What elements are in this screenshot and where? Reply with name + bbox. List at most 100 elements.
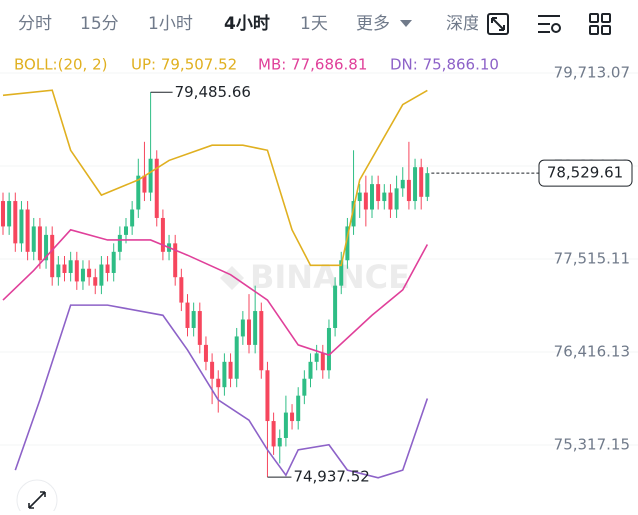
candle-body xyxy=(351,201,356,227)
candle-body xyxy=(357,192,362,202)
candle-body xyxy=(216,378,221,388)
high-label: 79,485.66 xyxy=(175,83,251,101)
candle-body xyxy=(62,264,67,273)
candle-body xyxy=(382,192,387,202)
icon-grid xyxy=(601,13,611,23)
candle-body xyxy=(363,192,368,210)
candle-body xyxy=(185,302,190,328)
candle-body xyxy=(419,167,424,197)
candle-body xyxy=(228,361,233,379)
candle-body xyxy=(160,217,165,252)
candle-body xyxy=(7,201,12,227)
candle-body xyxy=(345,226,350,261)
candle-body xyxy=(203,344,208,362)
candle-body xyxy=(142,175,147,193)
candle-body xyxy=(44,234,49,261)
candle-body xyxy=(234,336,239,379)
tab[interactable]: 1小时 xyxy=(148,14,193,34)
candle-body xyxy=(99,264,104,286)
y-tick-label: 75,317.15 xyxy=(554,435,630,453)
candle-body xyxy=(74,260,79,282)
candle-body xyxy=(1,201,5,227)
candle-body xyxy=(13,201,18,244)
candle-body xyxy=(130,209,135,227)
band-line xyxy=(14,304,429,479)
watermark-logo xyxy=(220,266,244,290)
candle-body xyxy=(370,184,374,210)
candle-body xyxy=(271,421,276,447)
icon-grid xyxy=(601,25,611,35)
candle-body xyxy=(406,179,411,202)
candle-body xyxy=(277,437,282,447)
candle-body xyxy=(253,311,258,345)
candle-body xyxy=(56,264,61,278)
candle-body xyxy=(326,327,331,371)
icon-fullscreen[interactable] xyxy=(487,13,509,35)
candle-body xyxy=(93,277,98,286)
candle-body xyxy=(87,268,92,278)
candle-body xyxy=(117,234,122,252)
candle-body xyxy=(80,268,85,282)
candle-body xyxy=(339,260,344,286)
candle-body xyxy=(25,209,30,252)
candle-body xyxy=(425,173,430,197)
indicator-label: BOLL:(20, 2) xyxy=(14,56,107,74)
tab[interactable]: 分时 xyxy=(18,14,52,34)
icon-fullscreen-arrows xyxy=(491,17,505,31)
candle-body xyxy=(388,192,393,210)
candle-body xyxy=(173,243,178,278)
candle-body xyxy=(302,378,307,396)
tab[interactable]: 15分 xyxy=(80,14,119,34)
candle-body xyxy=(179,277,184,303)
candle-body xyxy=(290,412,295,422)
icons xyxy=(487,13,611,35)
candle-body xyxy=(320,353,325,371)
candle-body xyxy=(222,361,227,388)
watermark-text: BINANCE xyxy=(250,258,410,296)
legend-entry: DN: 75,866.10 xyxy=(390,56,499,74)
y-tick-label: 77,515.11 xyxy=(554,249,630,267)
candle-body xyxy=(283,412,288,438)
candle-body xyxy=(247,319,251,345)
expand-icon xyxy=(28,491,46,509)
icon-grid xyxy=(589,25,599,35)
candle-body xyxy=(68,260,73,273)
candle-body xyxy=(105,264,110,273)
candle-body xyxy=(154,158,159,218)
y-tick-label: 79,713.07 xyxy=(554,64,630,82)
last-price-box xyxy=(538,159,633,187)
candle-body xyxy=(376,184,381,202)
expand-button[interactable] xyxy=(16,479,58,515)
candle-body xyxy=(400,179,405,189)
low-label: 74,937.52 xyxy=(293,468,369,486)
candle-body xyxy=(124,226,128,235)
candle-body xyxy=(413,167,418,202)
icon-indicators[interactable] xyxy=(538,15,560,33)
candle-body xyxy=(308,361,313,379)
candle-body xyxy=(333,285,338,328)
candle-body xyxy=(148,158,153,193)
icon-grid[interactable] xyxy=(589,13,599,23)
tab[interactable]: 更多 xyxy=(356,14,390,34)
candle-body xyxy=(37,226,42,261)
watermark: BINANCE xyxy=(220,258,410,296)
band-line xyxy=(2,228,429,356)
dropdown-arrow xyxy=(400,20,412,27)
candle-body xyxy=(136,175,141,210)
candle-body xyxy=(19,209,24,244)
last-price-label: 78,529.61 xyxy=(547,164,623,182)
candle-body xyxy=(111,251,116,273)
candle-body xyxy=(191,311,196,328)
y-tick-label: 76,416.13 xyxy=(554,342,630,360)
tab-active[interactable]: 4小时 xyxy=(224,14,270,34)
tab[interactable]: 1天 xyxy=(300,14,328,34)
icon-indicators-dot xyxy=(551,23,561,33)
candle-body xyxy=(197,311,202,345)
band-line xyxy=(2,89,428,267)
tab[interactable]: 深度 xyxy=(446,14,480,34)
candle-body xyxy=(31,226,36,252)
candle-body xyxy=(50,234,55,278)
candle-body xyxy=(210,361,215,379)
